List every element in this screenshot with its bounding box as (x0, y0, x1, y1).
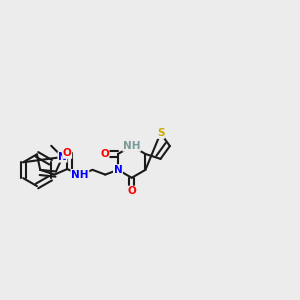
Text: O: O (127, 186, 136, 196)
Text: S: S (157, 128, 164, 138)
Text: O: O (100, 149, 109, 159)
Text: O: O (63, 148, 72, 158)
Text: N: N (58, 152, 67, 162)
Text: NH: NH (123, 141, 140, 151)
Text: NH: NH (71, 169, 88, 180)
Text: N: N (114, 165, 122, 175)
